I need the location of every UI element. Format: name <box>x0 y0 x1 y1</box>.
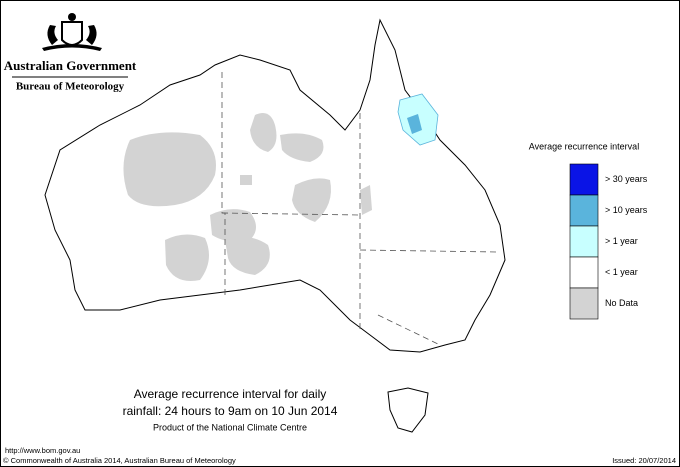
footer-url: http://www.bom.gov.au <box>5 446 80 455</box>
coat-of-arms <box>42 13 102 51</box>
legend-label: No Data <box>605 298 638 308</box>
legend-swatch <box>569 194 599 227</box>
gov-title: Australian Government <box>4 58 137 73</box>
legend-swatch <box>569 287 599 320</box>
legend-swatch <box>569 225 599 258</box>
legend-label: < 1 year <box>605 267 638 277</box>
legend-label: > 30 years <box>605 174 648 184</box>
australia-map <box>44 18 506 433</box>
caption-credit: Product of the National Climate Centre <box>153 422 307 432</box>
legend-label: > 1 year <box>605 236 638 246</box>
caption-line: Average recurrence interval for daily <box>134 387 327 401</box>
footer-copyright: © Commonwealth of Australia 2014, Austra… <box>3 456 236 465</box>
legend-swatch <box>569 256 599 289</box>
legend: Average recurrence interval > 30 years > … <box>529 141 648 320</box>
legend-swatch <box>569 163 599 196</box>
legend-title: Average recurrence interval <box>529 141 639 151</box>
bureau-name: Bureau of Meteorology <box>16 81 125 93</box>
legend-label: > 10 years <box>605 205 648 215</box>
caption-line: rainfall: 24 hours to 9am on 10 Jun 2014 <box>123 404 338 418</box>
footer-issued: Issued: 20/07/2014 <box>612 456 676 465</box>
